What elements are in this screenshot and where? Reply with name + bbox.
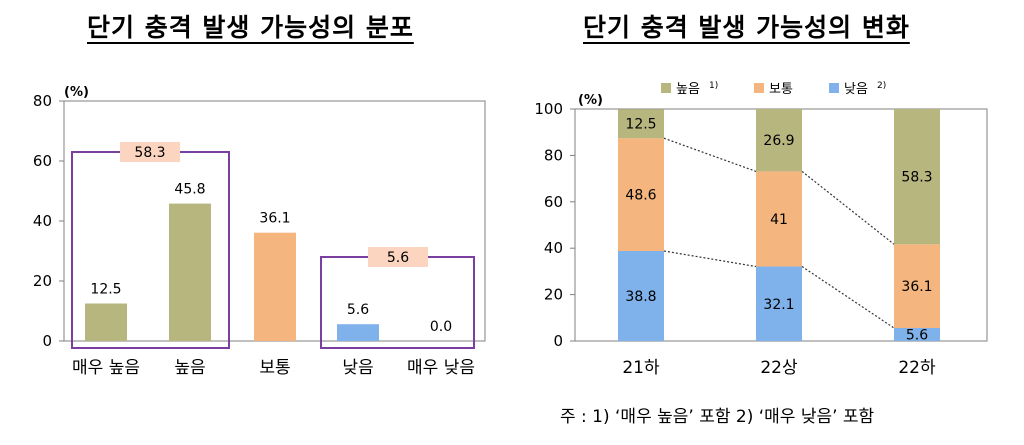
right-y-tick-label: 40 (544, 239, 563, 257)
right-segment-value-label: 36.1 (901, 279, 932, 295)
right-category-label: 22하 (898, 358, 936, 378)
legend-label: 높음 (676, 82, 700, 97)
left-bar (337, 324, 379, 341)
left-chart-title: 단기 충격 발생 가능성의 분포 (87, 13, 414, 42)
right-stack-segment (894, 244, 940, 329)
right-y-tick-label: 80 (544, 146, 563, 164)
right-y-tick-label: 60 (544, 193, 563, 211)
right-y-tick-label: 20 (544, 286, 563, 304)
right-stack-segment (618, 109, 664, 139)
right-segment-value-label: 5.6 (906, 328, 928, 344)
left-bar-value-label: 36.1 (259, 211, 290, 227)
left-group-label: 58.3 (134, 145, 165, 161)
right-chart-title: 단기 충격 발생 가능성의 변화 (583, 13, 910, 42)
right-segment-value-label: 41 (770, 212, 788, 228)
left-y-tick-label: 60 (33, 152, 52, 170)
right-segment-value-label: 48.6 (625, 188, 656, 204)
left-y-tick-label: 0 (42, 332, 52, 350)
left-group-label-bg (368, 247, 428, 267)
left-bar-value-label: 12.5 (90, 282, 121, 298)
right-segment-value-label: 26.9 (763, 133, 794, 149)
left-bar-value-label: 45.8 (174, 182, 205, 198)
footnote: 주 : 1) ‘매우 높음’ 포함 2) ‘매우 낮음’ 포함 (560, 407, 875, 427)
left-category-label: 높음 (174, 358, 205, 378)
right-connector-line (663, 250, 757, 268)
left-category-label: 낮음 (342, 358, 373, 378)
left-bar-value-label: 0.0 (430, 319, 452, 335)
right-connector-line (801, 170, 895, 245)
right-stack-segment (618, 250, 664, 341)
right-category-label: 21하 (622, 358, 660, 378)
left-bar-value-label: 5.6 (347, 302, 369, 318)
right-stack-segment (894, 328, 940, 341)
right-connector-line (663, 137, 757, 172)
right-stack-segment (756, 171, 802, 267)
legend-footnote-mark: 2) (877, 81, 886, 91)
right-connector-line (801, 266, 895, 329)
right-category-label: 22상 (760, 358, 798, 378)
legend-swatch (754, 83, 764, 93)
left-y-tick-label: 20 (33, 272, 52, 290)
right-segment-value-label: 12.5 (625, 117, 656, 133)
right-stack-segment (756, 266, 802, 341)
right-stack-segment (618, 138, 664, 251)
right-y-tick-label: 0 (553, 332, 563, 350)
right-stack-segment (894, 109, 940, 245)
left-category-label: 매우 높음 (72, 358, 140, 378)
right-stack-segment (756, 109, 802, 172)
legend-footnote-mark: 1) (709, 81, 718, 91)
left-y-tick-label: 80 (33, 92, 52, 110)
right-segment-value-label: 38.8 (625, 289, 656, 305)
left-y-tick-label: 40 (33, 212, 52, 230)
legend-label: 보통 (769, 82, 793, 97)
right-y-tick-label: 100 (534, 100, 563, 118)
left-group-label-bg (120, 142, 180, 162)
left-category-label: 보통 (259, 358, 290, 378)
right-unit-label: (%) (578, 93, 603, 108)
legend-swatch (829, 83, 839, 93)
left-unit-label: (%) (64, 85, 89, 100)
legend-label: 낮음 (844, 82, 868, 97)
left-bar (254, 232, 296, 341)
left-bar (169, 203, 211, 341)
left-category-label: 매우 낮음 (407, 358, 475, 378)
left-bar (85, 303, 127, 341)
left-group-label: 5.6 (387, 250, 409, 266)
legend-swatch (661, 83, 671, 93)
right-segment-value-label: 58.3 (901, 170, 932, 186)
right-segment-value-label: 32.1 (763, 297, 794, 313)
